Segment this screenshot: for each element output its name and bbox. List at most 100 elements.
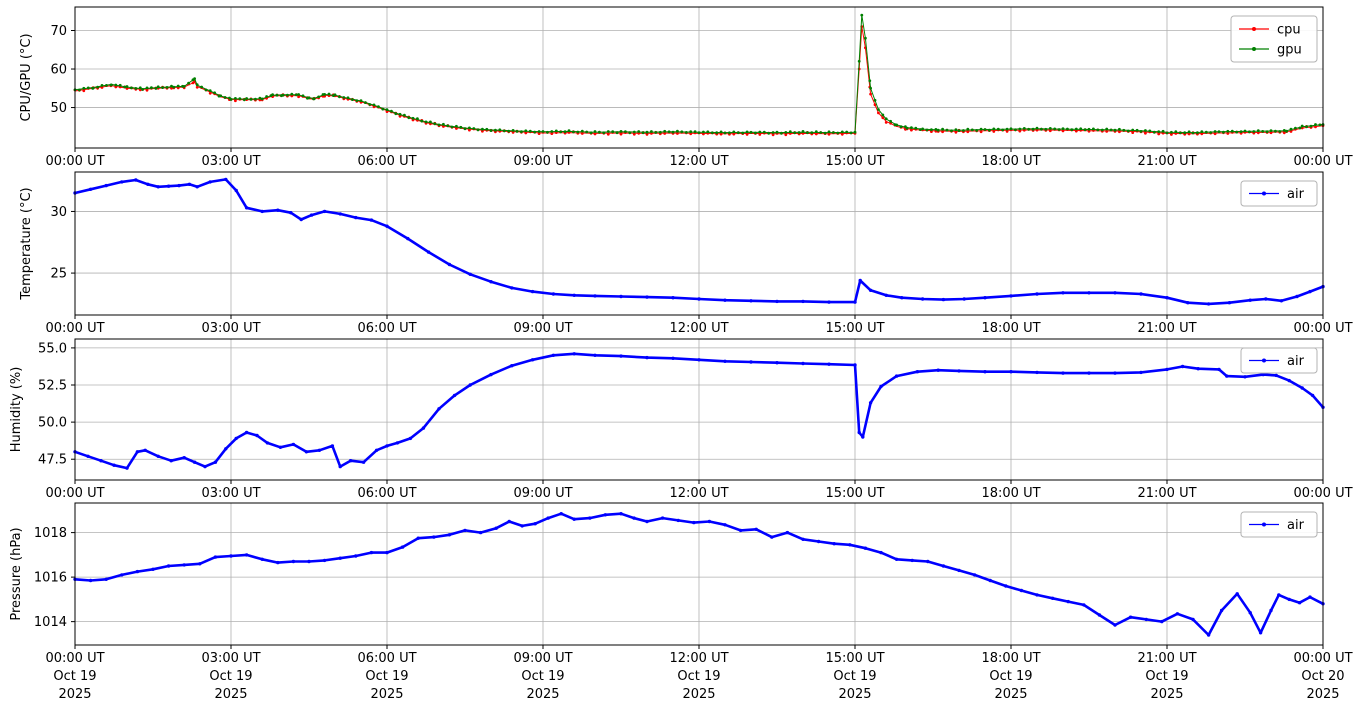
marker <box>869 92 872 96</box>
marker <box>873 103 877 107</box>
marker <box>100 84 104 87</box>
marker <box>658 130 662 134</box>
marker <box>1044 127 1048 131</box>
marker <box>972 573 977 577</box>
x-axis: 00:00 UT 03:00 UT 06:00 UT 09:00 UT 12:00 UT… <box>45 148 1353 169</box>
marker <box>593 132 597 136</box>
marker <box>645 519 649 524</box>
marker <box>1300 124 1304 128</box>
marker <box>507 129 511 133</box>
marker <box>899 125 903 129</box>
marker <box>1165 131 1169 135</box>
legend: air <box>1240 347 1318 374</box>
marker <box>996 127 1000 131</box>
marker <box>433 122 437 126</box>
marker <box>105 84 108 87</box>
marker <box>138 88 142 92</box>
marker <box>1248 130 1251 134</box>
x-tick-label: 03:00 UT <box>201 154 260 169</box>
marker <box>291 559 296 564</box>
y-tick-label: 1016 <box>34 571 67 586</box>
marker <box>309 213 314 217</box>
marker <box>624 130 627 134</box>
marker <box>1105 127 1109 131</box>
marker <box>784 133 788 137</box>
marker <box>551 353 556 357</box>
marker <box>533 522 537 526</box>
marker <box>884 117 888 121</box>
marker <box>1035 593 1039 597</box>
marker <box>645 355 649 360</box>
y-tick-label: 25 <box>50 267 67 282</box>
marker <box>281 93 285 97</box>
marker <box>1126 129 1130 133</box>
x-tick-year: 2025 <box>370 687 403 702</box>
marker <box>603 513 608 517</box>
marker <box>645 295 649 299</box>
marker <box>182 456 186 460</box>
marker <box>213 555 218 559</box>
marker <box>771 131 775 134</box>
marker <box>377 105 380 109</box>
marker <box>323 93 326 96</box>
marker <box>1187 132 1191 136</box>
marker <box>957 369 961 373</box>
marker <box>840 132 844 136</box>
marker <box>398 114 402 118</box>
marker <box>322 558 327 563</box>
marker <box>507 519 511 524</box>
marker <box>1061 127 1065 130</box>
marker <box>1035 370 1039 375</box>
x-tick-label: 12:00 UT <box>669 154 728 169</box>
marker <box>966 130 970 134</box>
y-axis: 25 30 <box>50 205 75 282</box>
marker <box>861 435 865 439</box>
marker <box>1157 130 1161 134</box>
marker <box>494 526 498 530</box>
marker <box>1305 125 1308 129</box>
marker <box>719 130 723 134</box>
marker <box>979 127 983 131</box>
y-tick-label: 55.0 <box>38 341 67 356</box>
marker <box>551 292 556 296</box>
marker <box>770 535 774 539</box>
marker <box>104 577 108 581</box>
marker <box>1035 292 1039 296</box>
marker <box>1196 367 1200 371</box>
marker <box>1314 125 1317 129</box>
x-tick-year: 2025 <box>682 687 715 702</box>
marker <box>511 131 515 134</box>
marker <box>333 93 337 97</box>
marker <box>1018 129 1022 133</box>
marker <box>130 86 133 90</box>
y-tick-label: 52.5 <box>38 379 67 394</box>
x-tick-label: 09:00 UT <box>513 486 572 501</box>
marker <box>88 578 93 583</box>
marker <box>1113 291 1117 295</box>
marker <box>224 447 228 451</box>
marker <box>810 131 814 135</box>
marker <box>816 539 821 544</box>
marker <box>481 127 484 131</box>
y-axis: 50 60 70 <box>50 24 75 116</box>
marker <box>442 125 445 128</box>
marker <box>1309 124 1313 128</box>
marker <box>406 236 410 241</box>
marker <box>134 87 138 90</box>
marker <box>881 113 885 117</box>
marker <box>845 130 849 134</box>
marker <box>914 126 918 130</box>
marker <box>278 445 283 449</box>
marker <box>229 98 233 101</box>
x-tick-year: 2025 <box>1150 687 1183 702</box>
legend-marker <box>1252 27 1256 31</box>
marker <box>563 130 567 134</box>
y-tick-label: 47.5 <box>38 453 67 468</box>
marker <box>143 448 147 452</box>
marker <box>1235 130 1239 134</box>
marker <box>572 130 575 134</box>
marker <box>145 88 149 92</box>
marker <box>100 86 104 89</box>
marker <box>676 129 679 133</box>
marker <box>385 110 389 113</box>
